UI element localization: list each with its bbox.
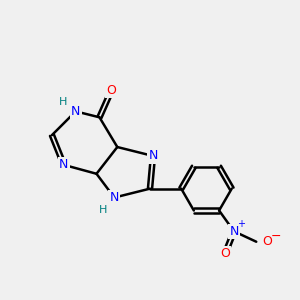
Text: N: N xyxy=(110,191,119,204)
Text: N: N xyxy=(59,158,68,171)
Text: H: H xyxy=(59,97,68,107)
Text: −: − xyxy=(270,230,281,243)
Text: O: O xyxy=(220,247,230,260)
Text: H: H xyxy=(99,205,107,215)
Text: N: N xyxy=(229,225,239,238)
Text: N: N xyxy=(148,149,158,162)
Text: O: O xyxy=(106,84,116,97)
Text: +: + xyxy=(237,219,245,229)
Text: N: N xyxy=(71,105,80,118)
Text: O: O xyxy=(262,235,272,248)
